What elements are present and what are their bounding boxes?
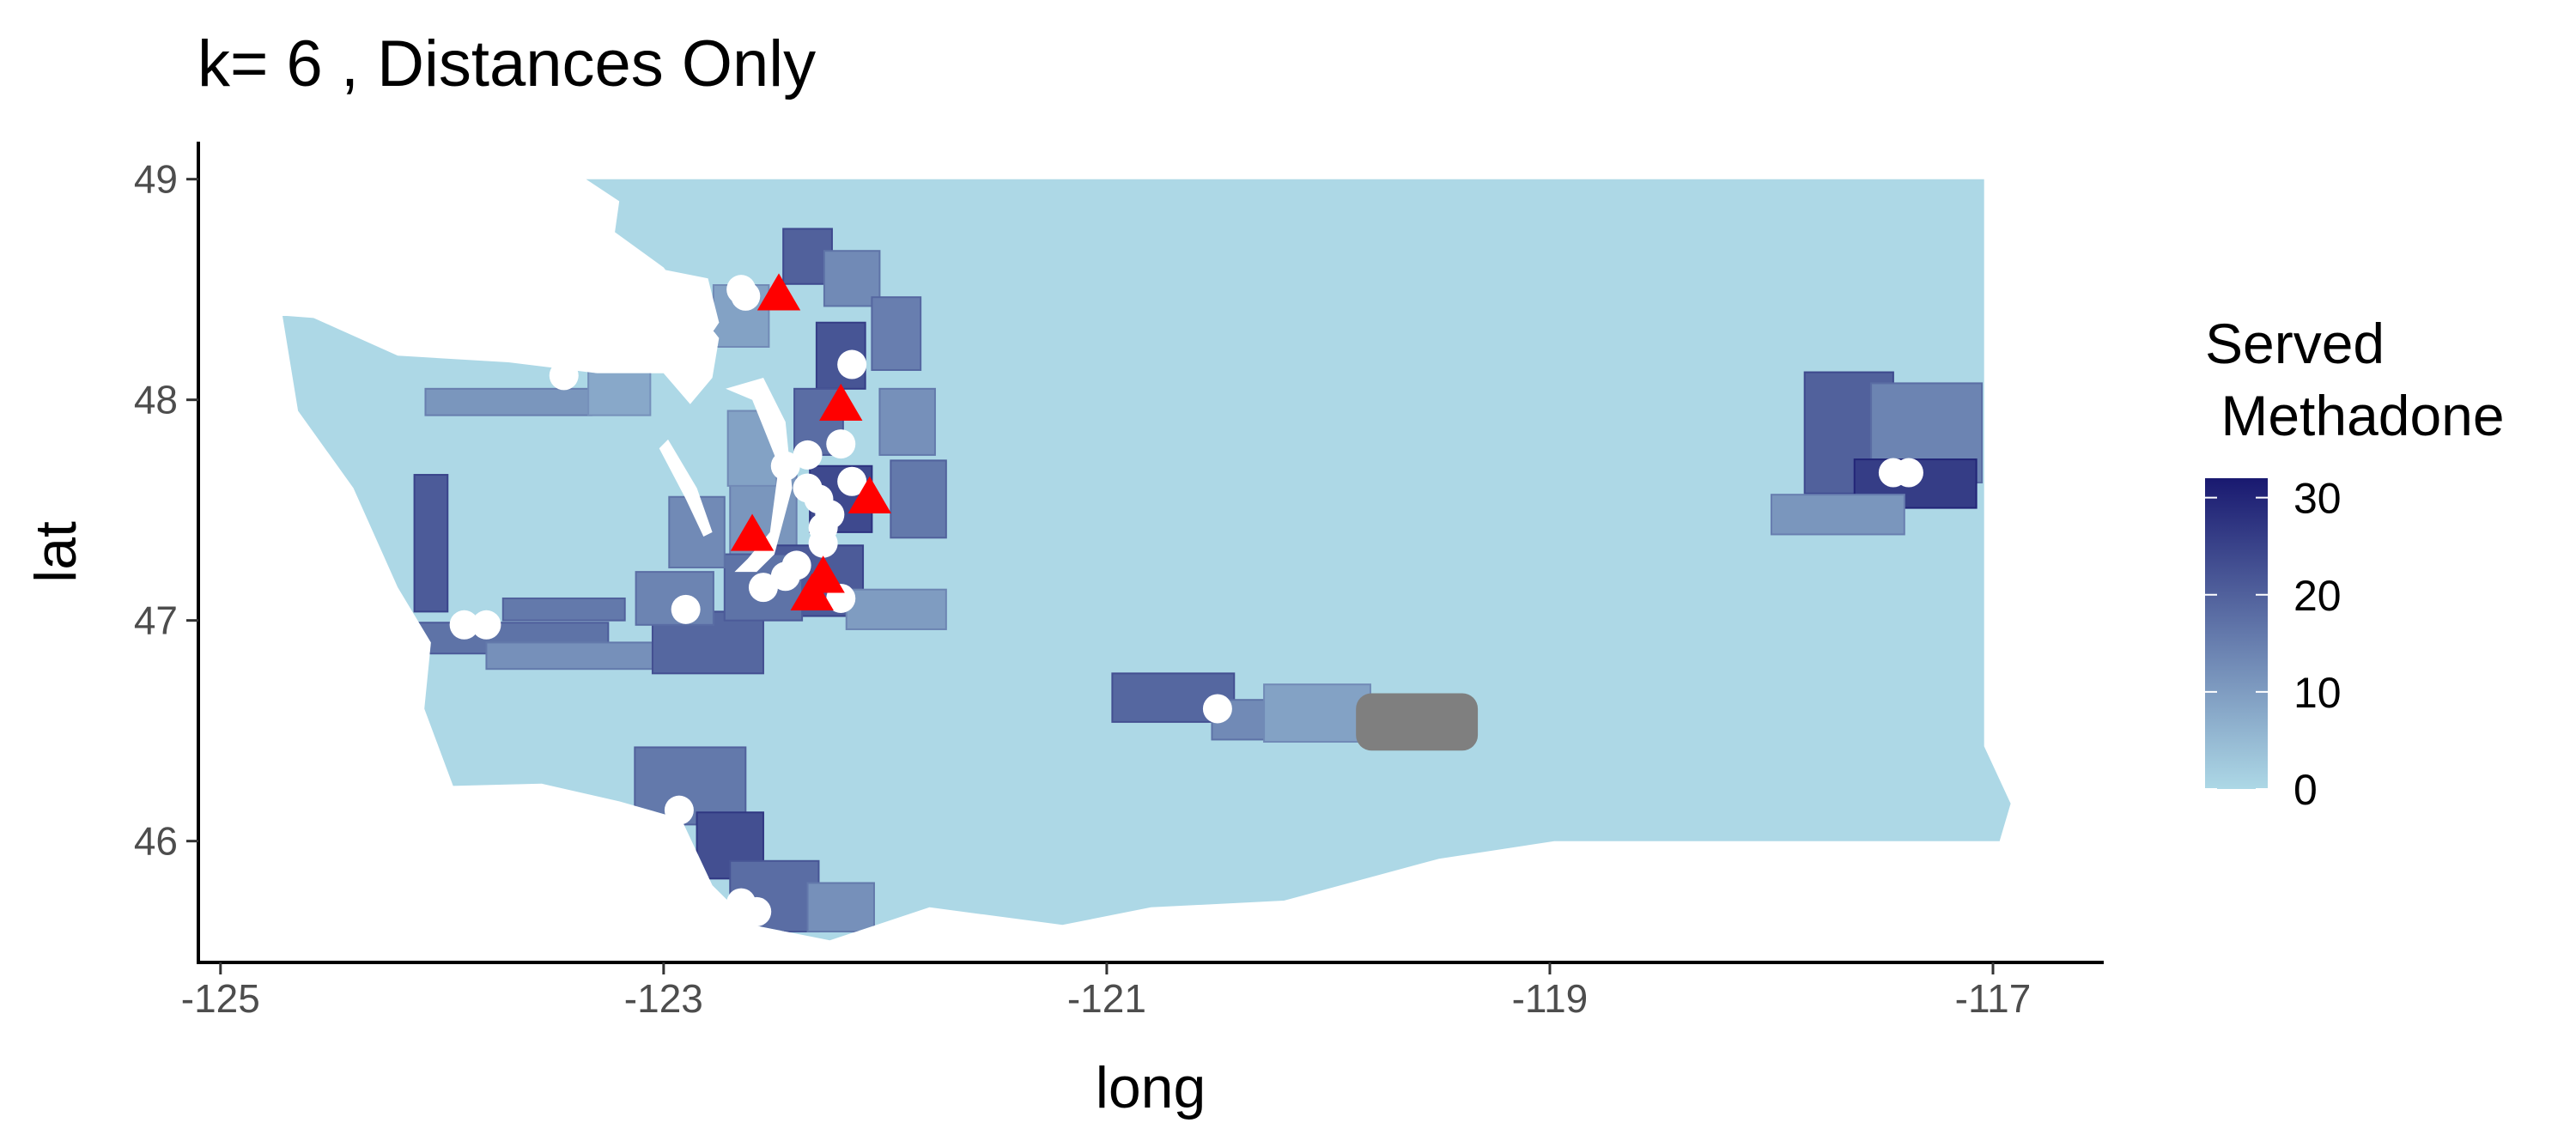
legend-title-line1: Served [2205, 312, 2385, 375]
client-point [471, 610, 501, 640]
client-point [449, 610, 479, 640]
facility-marker [848, 476, 892, 513]
plot-panel [283, 179, 2011, 941]
legend: Served Methadone 0 10 20 30 [2205, 312, 2505, 814]
client-point [664, 795, 694, 825]
client-point [731, 281, 761, 311]
legend-tick-label: 10 [2293, 669, 2342, 717]
legend-tick-label: 0 [2293, 766, 2318, 814]
client-point [770, 561, 800, 592]
shaded-region [1770, 494, 1905, 536]
legend-ticks: 0 10 20 30 [2205, 475, 2342, 814]
water-body [597, 267, 720, 356]
client-point [793, 440, 823, 470]
client-point [1893, 458, 1923, 488]
missing-data-region [1356, 693, 1479, 751]
water-body [726, 378, 793, 573]
client-points [449, 275, 1923, 926]
shaded-region [413, 474, 449, 613]
water-body [287, 307, 598, 352]
shaded-region [587, 370, 652, 416]
legend-tick-label: 30 [2293, 475, 2342, 523]
shaded-region [871, 296, 922, 371]
shaded-region [501, 597, 626, 622]
client-point [826, 429, 856, 459]
shaded-region [845, 588, 947, 630]
y-ticks: 46 47 48 49 [134, 157, 198, 864]
legend-title-line2: Methadone [2205, 384, 2505, 447]
water-body [659, 439, 713, 537]
x-tick-label: -119 [1512, 976, 1589, 1021]
y-tick-label: 48 [134, 378, 178, 422]
client-point [837, 466, 867, 496]
x-ticks: -125 -123 -121 -119 -117 [181, 962, 2032, 1021]
client-point [770, 451, 800, 481]
x-tick-label: -123 [624, 976, 703, 1021]
x-axis-label: long [1096, 1055, 1206, 1120]
client-point [748, 573, 778, 603]
facility-marker [756, 273, 801, 311]
shaded-region [878, 387, 936, 456]
client-point [671, 594, 701, 624]
axes: -125 -123 -121 -119 -117 46 47 48 49 [134, 142, 2104, 1021]
facility-points [730, 273, 892, 611]
facility-marker [790, 573, 834, 611]
legend-tick-label: 20 [2293, 572, 2342, 620]
y-tick-label: 47 [134, 598, 178, 643]
client-point [837, 349, 867, 379]
shaded-region [806, 882, 875, 933]
client-point [808, 528, 838, 558]
shaded-region [424, 387, 592, 416]
y-tick-label: 46 [134, 819, 178, 864]
x-tick-label: -117 [1955, 976, 2032, 1021]
y-tick-label: 49 [134, 157, 178, 202]
facility-marker [730, 513, 775, 551]
client-point [742, 896, 772, 926]
facility-marker [819, 383, 863, 422]
y-axis-label: lat [23, 521, 88, 583]
shaded-region [823, 250, 881, 307]
puget-sound-water [287, 267, 793, 573]
shaded-region [890, 459, 947, 539]
shaded-region [1263, 683, 1371, 744]
x-tick-label: -125 [181, 976, 260, 1021]
client-point [1202, 694, 1232, 724]
legend-colorbar [2205, 478, 2268, 789]
x-tick-label: -121 [1067, 976, 1146, 1021]
washington-state-base [283, 179, 2011, 941]
map-title: k= 6 , Distances Only [197, 27, 816, 100]
client-point [549, 361, 579, 391]
